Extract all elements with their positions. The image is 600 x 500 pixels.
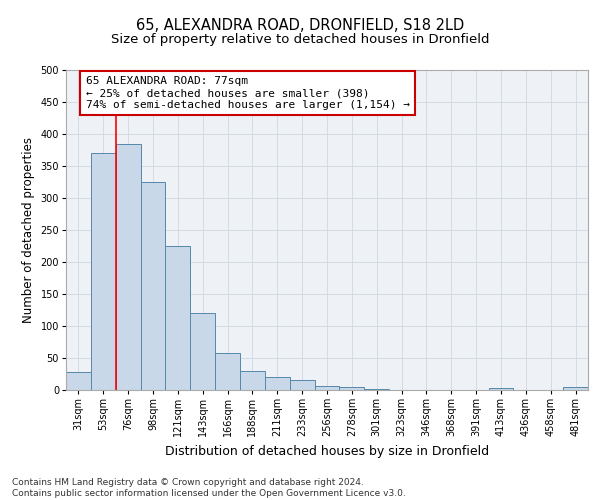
Text: Size of property relative to detached houses in Dronfield: Size of property relative to detached ho… (111, 32, 489, 46)
Text: 65 ALEXANDRA ROAD: 77sqm
← 25% of detached houses are smaller (398)
74% of semi-: 65 ALEXANDRA ROAD: 77sqm ← 25% of detach… (86, 76, 410, 110)
X-axis label: Distribution of detached houses by size in Dronfield: Distribution of detached houses by size … (165, 444, 489, 458)
Bar (140, 182, 166, 390)
Bar (314, 386, 340, 390)
Bar (364, 388, 389, 390)
Y-axis label: Number of detached properties: Number of detached properties (22, 137, 35, 323)
Bar (240, 372, 265, 390)
Bar (265, 377, 290, 390)
Bar (563, 388, 588, 390)
Bar (488, 388, 514, 390)
Bar (190, 313, 215, 390)
Bar (91, 153, 116, 390)
Bar (116, 144, 140, 390)
Bar (66, 372, 91, 390)
Text: Contains HM Land Registry data © Crown copyright and database right 2024.
Contai: Contains HM Land Registry data © Crown c… (12, 478, 406, 498)
Bar (166, 246, 190, 390)
Bar (290, 380, 314, 390)
Bar (215, 353, 240, 390)
Text: 65, ALEXANDRA ROAD, DRONFIELD, S18 2LD: 65, ALEXANDRA ROAD, DRONFIELD, S18 2LD (136, 18, 464, 32)
Bar (340, 387, 364, 390)
